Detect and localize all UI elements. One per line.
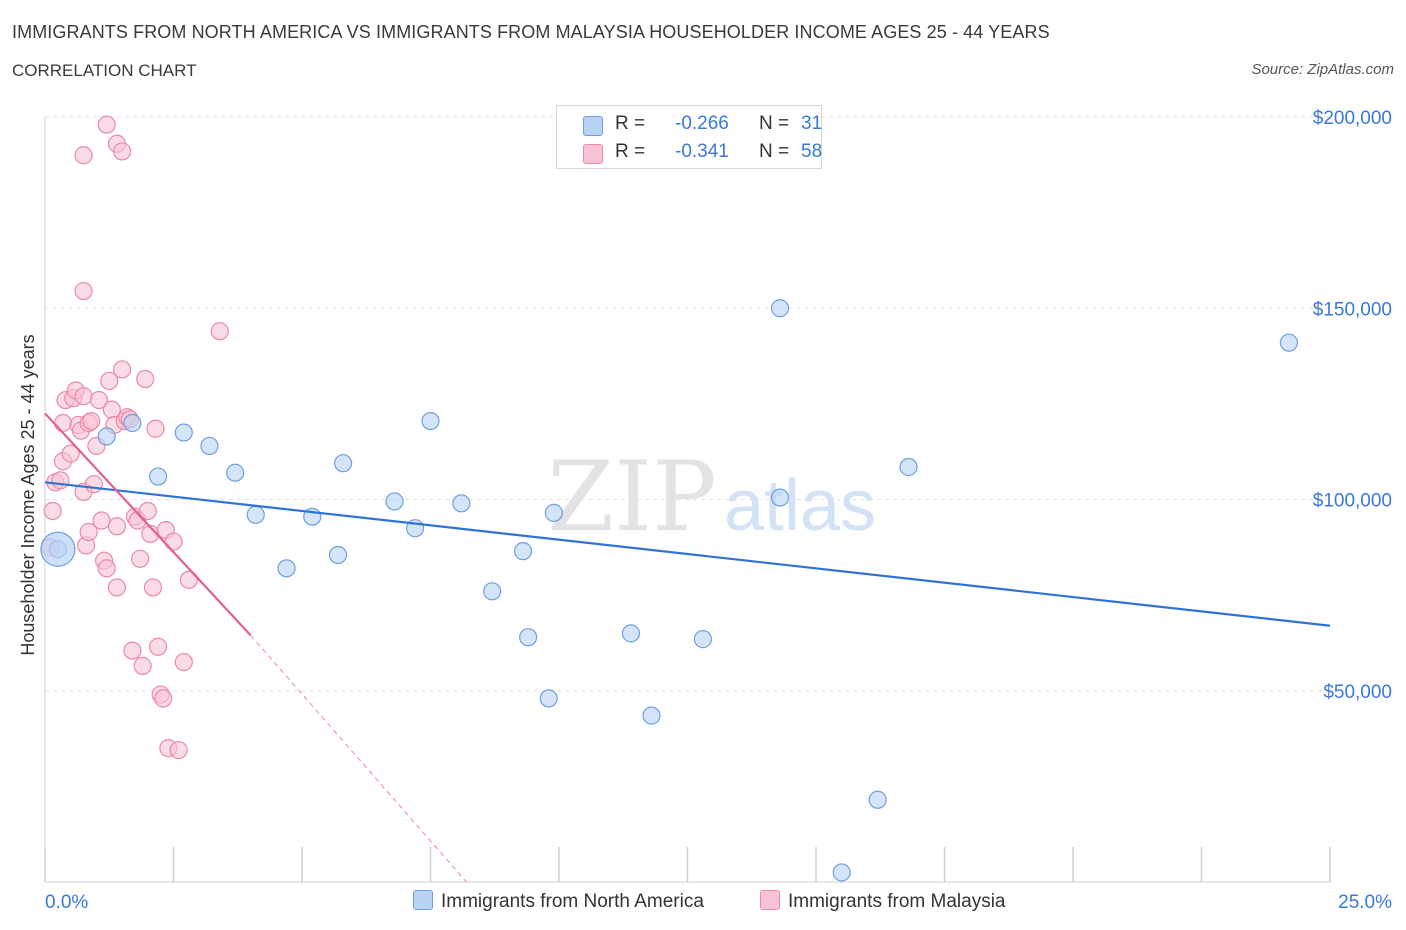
legend-n-value: 58 (801, 141, 823, 162)
north-america-point (421, 411, 440, 431)
malaysia-point (74, 146, 93, 165)
y-tick-label: $150,000 (1313, 299, 1392, 320)
legend-n-value: 31 (801, 113, 823, 134)
x-tick-label: 0.0% (45, 892, 88, 913)
malaysia-point (61, 444, 80, 463)
watermark: ZIP atlas (547, 441, 876, 553)
malaysia-point (154, 689, 173, 708)
north-america-point (642, 706, 661, 725)
legend-r-value: -0.266 (675, 113, 729, 134)
y-tick-label: $100,000 (1313, 491, 1392, 512)
malaysia-point (148, 637, 168, 656)
malaysia-point (179, 570, 199, 589)
north-america-point (226, 463, 245, 482)
malaysia-point (174, 652, 193, 672)
malaysia-trend-line (44, 412, 252, 637)
malaysia-point (146, 419, 165, 438)
north-america-point (97, 427, 116, 446)
legend-n-label: N = (759, 113, 790, 134)
north-america-point (1279, 333, 1298, 352)
bottom-legend-north-america: Immigrants from North America (413, 890, 704, 913)
malaysia-point (133, 656, 152, 675)
y-tick-label: $50,000 (1323, 682, 1392, 703)
north-america-point (770, 299, 790, 318)
legend-swatch-pink (583, 144, 603, 164)
y-tick-label: $200,000 (1313, 108, 1392, 129)
north-america-point (246, 505, 265, 524)
north-america-trend-line (44, 481, 1331, 627)
source-note: Source: ZipAtlas.com (1251, 61, 1394, 78)
north-america-point (277, 559, 296, 578)
chart-title: IMMIGRANTS FROM NORTH AMERICA VS IMMIGRA… (12, 22, 1050, 42)
axes (44, 117, 1331, 883)
malaysia-point (53, 413, 73, 433)
legend-n-label: N = (759, 141, 790, 162)
north-america-point (693, 630, 713, 649)
malaysia-point (164, 532, 183, 551)
north-america-point (832, 863, 851, 882)
malaysia-point (123, 641, 142, 660)
north-america-point (200, 436, 219, 456)
north-america-point (899, 457, 918, 477)
watermark-zip: ZIP (547, 441, 716, 553)
malaysia-point (100, 371, 119, 391)
bottom-legend-swatch-blue (413, 890, 433, 910)
legend-r-label: R = (615, 113, 646, 134)
north-america-point (174, 423, 193, 442)
trend-lines (44, 412, 1331, 883)
north-america-cluster-point (40, 531, 76, 567)
bottom-legend-malaysia: Immigrants from Malaysia (760, 890, 1006, 913)
y-axis-label: Householder Income Ages 25 - 44 years (18, 334, 38, 655)
malaysia-point (97, 115, 116, 134)
north-america-point (621, 624, 641, 643)
north-america-point (868, 790, 887, 809)
north-america-point (544, 503, 563, 522)
north-america-point (519, 628, 538, 647)
north-america-point (513, 542, 533, 561)
malaysia-point (89, 390, 109, 410)
bottom-legend-label: Immigrants from North America (441, 891, 704, 912)
malaysia-point (79, 522, 98, 542)
malaysia-point (112, 142, 132, 161)
malaysia-point (107, 517, 127, 536)
malaysia-point (97, 559, 116, 578)
bottom-legend-label: Immigrants from Malaysia (788, 891, 1006, 912)
malaysia-point (210, 322, 229, 341)
malaysia-point (169, 740, 188, 760)
correlation-legend: R = -0.266 N = 31 R = -0.341 N = 58 (556, 105, 822, 169)
malaysia-point (107, 578, 127, 597)
north-america-point (770, 488, 790, 507)
north-america-point (328, 545, 348, 565)
watermark-atlas: atlas (724, 466, 876, 546)
malaysia-point (84, 475, 103, 494)
malaysia-point (43, 501, 62, 521)
malaysia-point (51, 471, 70, 490)
malaysia-point (130, 549, 150, 568)
north-america-point (539, 689, 558, 708)
north-america-point (385, 492, 404, 511)
bottom-legend-swatch-pink (760, 890, 780, 910)
malaysia-point (82, 411, 101, 431)
malaysia-point (74, 281, 93, 301)
north-america-point (123, 413, 142, 433)
legend-swatch-blue (583, 116, 603, 136)
x-tick-label: 25.0% (1338, 892, 1392, 913)
data-points (40, 115, 1298, 882)
chart-subtitle: CORRELATION CHART (12, 61, 197, 80)
legend-r-value: -0.341 (675, 141, 729, 162)
malaysia-point (136, 369, 155, 389)
north-america-point (483, 582, 502, 601)
legend-r-label: R = (615, 141, 646, 162)
malaysia-point (112, 360, 132, 379)
north-america-point (148, 467, 168, 486)
malaysia-point (74, 387, 93, 406)
malaysia-point (143, 578, 163, 597)
north-america-point (452, 494, 471, 513)
malaysia-point (92, 511, 111, 530)
malaysia-trend-extension (250, 634, 467, 883)
malaysia-point (138, 501, 157, 521)
tick-labels: $50,000 $100,000 $150,000 $200,000 0.0% 25.0% (45, 108, 1392, 913)
north-america-point (334, 454, 353, 473)
